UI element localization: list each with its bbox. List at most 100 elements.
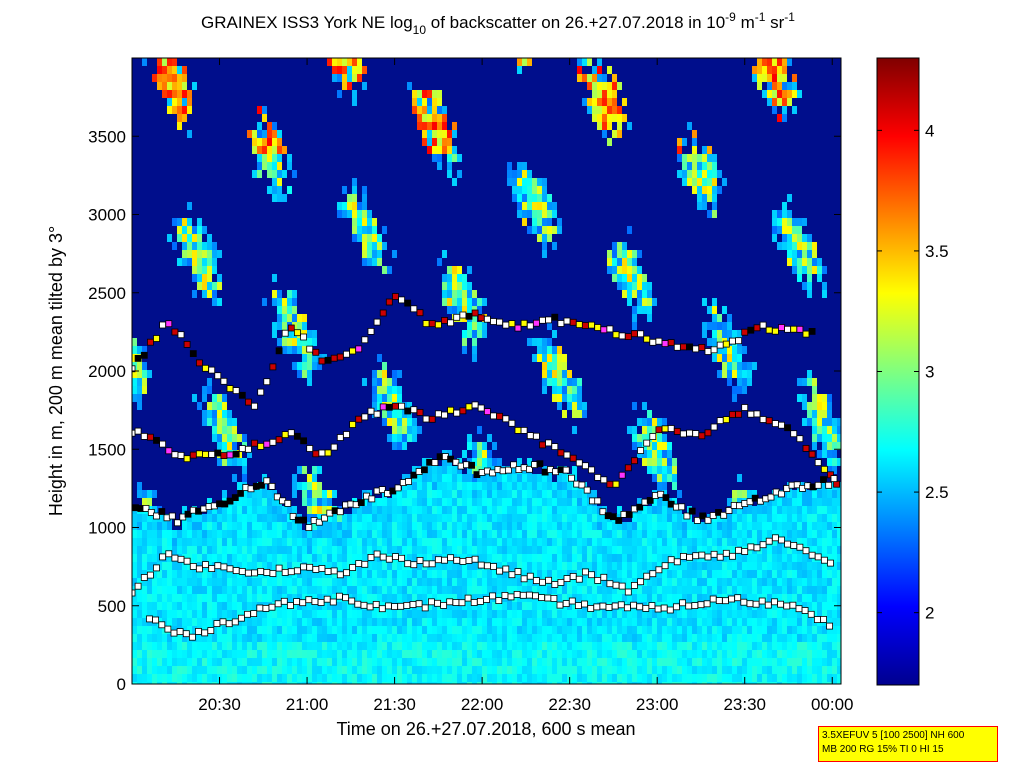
heatmap-cell-1029 (292, 290, 297, 298)
heatmap-cell-1803 (412, 418, 417, 426)
heatmap-cell-4319 (782, 570, 787, 578)
heatmap-cell-3268 (617, 538, 622, 546)
heatmap-cell-1631 (382, 682, 387, 684)
heatmap-cell-3012 (577, 546, 582, 554)
heatmap-cell-996 (287, 186, 292, 194)
heatmap-cell-1707 (397, 434, 402, 442)
heatmap-cell-3617 (667, 666, 672, 674)
heatmap-cell-1815 (412, 538, 417, 546)
heatmap-cell-1443 (357, 586, 362, 594)
heatmap-cell-3091 (592, 66, 597, 74)
heatmap-cell-3629 (672, 538, 677, 546)
heatmap-cell-390 (192, 666, 197, 674)
heatmap-cell-2153 (457, 490, 462, 498)
heatmap-cell-2088 (447, 594, 452, 602)
heatmap-cell-134 (152, 594, 157, 602)
heatmap-cell-3543 (657, 570, 662, 578)
heatmap-cell-1453 (357, 666, 362, 674)
heatmap-cell-2100 (452, 122, 457, 130)
heatmap-cell-4372 (792, 74, 797, 82)
heatmap-cell-1979 (437, 98, 442, 106)
heatmap-cell-1720 (397, 578, 402, 586)
heatmap-cell-2239 (467, 570, 472, 578)
heatmap-cell-4507 (807, 586, 812, 594)
heatmap-cell-692 (237, 682, 242, 684)
heatmap-cell-3274 (617, 586, 622, 594)
heatmap-cell-1212 (317, 610, 322, 618)
heatmap-cell-1872 (422, 122, 427, 130)
heatmap-cell-1507 (367, 538, 372, 546)
layer-marker-13 (208, 565, 216, 572)
heatmap-cell-2052 (442, 642, 447, 650)
heatmap-cell-1027 (287, 682, 292, 684)
heatmap-cell-1881 (422, 506, 427, 514)
heatmap-cell-1379 (347, 618, 352, 626)
heatmap-cell-2666 (532, 338, 537, 346)
heatmap-cell-1770 (407, 418, 412, 426)
heatmap-cell-1745 (402, 514, 407, 522)
heatmap-cell-3928 (722, 354, 727, 362)
heatmap-cell-2233 (467, 522, 472, 530)
heatmap-cell-4156 (757, 618, 762, 626)
heatmap-cell-1914 (427, 474, 432, 482)
heatmap-cell-2976 (572, 530, 577, 538)
layer-marker-252 (281, 431, 289, 439)
heatmap-cell-125 (152, 522, 157, 530)
heatmap-cell-2521 (512, 490, 517, 498)
heatmap-cell-3435 (642, 538, 647, 546)
heatmap-cell-4604 (822, 450, 827, 458)
heatmap-cell-3258 (617, 242, 622, 250)
layer-marker-36 (349, 564, 357, 571)
heatmap-cell-1146 (307, 570, 312, 578)
heatmap-cell-2587 (522, 178, 527, 186)
heatmap-cell-326 (182, 682, 187, 684)
heatmap-cell-426 (202, 242, 207, 250)
heatmap-cell-4224 (772, 66, 777, 74)
heatmap-cell-4453 (802, 394, 807, 402)
heatmap-cell-4727 (837, 658, 841, 666)
heatmap-cell-349 (187, 602, 192, 610)
heatmap-cell-4206 (767, 554, 772, 562)
heatmap-cell-244 (172, 570, 177, 578)
layer-marker-98 (729, 552, 736, 560)
heatmap-cell-4231 (772, 218, 777, 226)
heatmap-cell-3654 (677, 514, 682, 522)
heatmap-cell-774 (252, 642, 257, 650)
heatmap-cell-1176 (312, 554, 317, 562)
heatmap-cell-3459 (647, 410, 652, 418)
heatmap-cell-4146 (757, 538, 762, 546)
heatmap-cell-4649 (827, 546, 832, 554)
heatmap-cell-2916 (562, 578, 567, 586)
heatmap-cell-2545 (512, 682, 517, 684)
heatmap-cell-4558 (817, 258, 822, 266)
heatmap-cell-3893 (717, 314, 722, 322)
heatmap-cell-3658 (677, 546, 682, 554)
heatmap-cell-807 (257, 634, 262, 642)
heatmap-cell-1256 (327, 546, 332, 554)
layer-marker-75 (588, 571, 595, 579)
heatmap-cell-340 (187, 530, 192, 538)
heatmap-cell-1635 (387, 394, 392, 402)
heatmap-cell-2461 (502, 514, 507, 522)
layer-marker-232 (159, 440, 167, 448)
heatmap-cell-2266 (472, 466, 477, 474)
heatmap-cell-4664 (827, 666, 832, 674)
heatmap-cell-1985 (437, 146, 442, 154)
heatmap-cell-1472 (362, 514, 367, 522)
heatmap-cell-1157 (307, 658, 312, 666)
layer-marker-105 (772, 534, 779, 542)
heatmap-cell-1826 (412, 626, 417, 634)
heatmap-cell-2334 (482, 442, 487, 450)
heatmap-cell-4628 (822, 666, 827, 674)
heatmap-cell-2336 (482, 458, 487, 466)
heatmap-cell-986 (282, 626, 287, 634)
heatmap-cell-833 (262, 562, 267, 570)
heatmap-cell-1067 (297, 338, 302, 346)
heatmap-cell-1775 (407, 490, 412, 498)
heatmap-cell-3789 (702, 154, 707, 162)
heatmap-cell-3772 (697, 562, 702, 570)
heatmap-cell-1794 (407, 642, 412, 650)
heatmap-cell-2024 (442, 274, 447, 282)
heatmap-cell-4335 (787, 82, 792, 90)
heatmap-cell-922 (277, 130, 282, 138)
